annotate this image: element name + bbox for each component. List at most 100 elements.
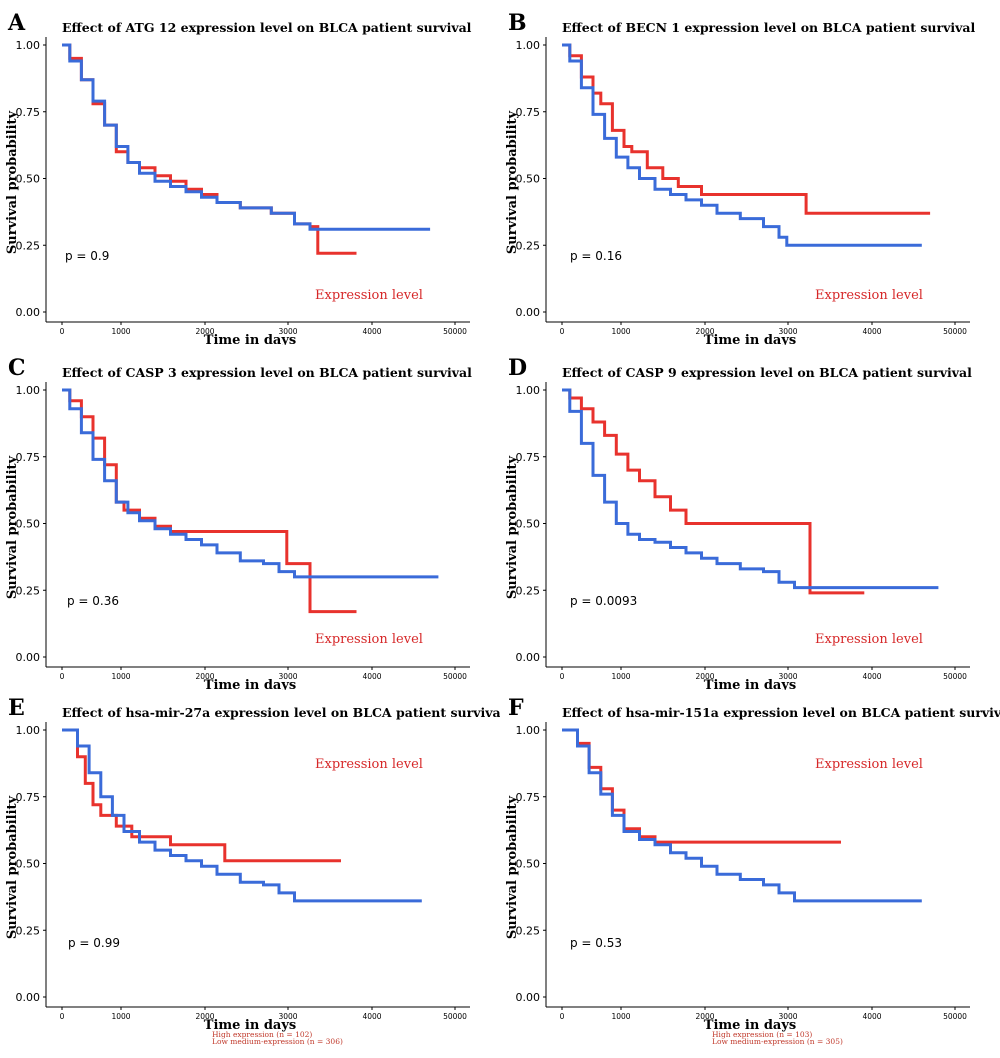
y-tick-label: 0.25 xyxy=(516,924,541,937)
chart-title: Effect of BECN 1 expression level on BLC… xyxy=(562,20,975,35)
series-high-expression xyxy=(62,43,357,255)
x-axis-label: Time in days xyxy=(204,1018,296,1033)
x-axis-label: Time in days xyxy=(704,333,796,345)
legend-title: Expression level xyxy=(815,757,923,772)
x-tick-label: 1000 xyxy=(611,327,630,336)
panel-letter: F xyxy=(508,695,524,721)
x-tick-label: 0 xyxy=(60,327,65,336)
x-axis-label: Time in days xyxy=(704,1018,796,1033)
p-value: p = 0.53 xyxy=(570,936,622,950)
x-tick-label: 0 xyxy=(60,1012,65,1021)
panel-letter: D xyxy=(508,355,527,381)
x-tick-label: 3000 xyxy=(778,327,797,336)
y-tick-label: 0.00 xyxy=(516,306,541,319)
x-tick-label: 1000 xyxy=(611,672,630,681)
y-axis-label: Survival probability xyxy=(505,795,520,939)
x-tick-label: 50000 xyxy=(943,672,967,681)
y-axis-label: Survival probability xyxy=(505,455,520,599)
y-tick-label: 0.75 xyxy=(516,791,541,804)
chart-title: Effect of hsa-mir-151a expression level … xyxy=(562,705,1000,720)
p-value: p = 0.9 xyxy=(65,249,109,263)
p-value: p = 0.0093 xyxy=(570,594,637,608)
y-axis-label: Survival probability xyxy=(5,455,20,599)
x-tick-label: 1000 xyxy=(111,672,130,681)
x-tick-label: 3000 xyxy=(278,327,297,336)
km-panel-f: F Effect of hsa-mir-151a expression level… xyxy=(505,695,1000,1046)
y-tick-label: 0.25 xyxy=(516,584,541,597)
y-tick-label: 0.25 xyxy=(516,239,541,252)
legend-title: Expression level xyxy=(815,288,923,303)
km-panel-c: C Effect of CASP 3 expression level on BL… xyxy=(5,355,472,690)
legend-entry-high: High expression (n = 103) xyxy=(712,1030,812,1039)
x-tick-label: 0 xyxy=(560,327,565,336)
x-tick-label: 2000 xyxy=(195,672,214,681)
x-axis-label: Time in days xyxy=(204,333,296,345)
y-tick-label: 0.75 xyxy=(16,791,41,804)
legend-entry-low: Low medium-expression (n = 305) xyxy=(712,1037,843,1046)
y-tick-label: 1.00 xyxy=(16,39,41,52)
series-low-medium-expression xyxy=(562,728,922,903)
p-value: p = 0.99 xyxy=(68,936,120,950)
y-tick-label: 0.75 xyxy=(516,106,541,119)
x-tick-label: 2000 xyxy=(695,1012,714,1021)
km-panel-e: E Effect of hsa-mir-27a expression level … xyxy=(5,695,500,1046)
legend-title: Expression level xyxy=(315,632,423,647)
y-tick-label: 0.25 xyxy=(16,584,41,597)
series-high-expression xyxy=(562,43,931,215)
km-panel-a: A Effect of ATG 12 expression level on BL… xyxy=(5,10,472,345)
chart-title: Effect of CASP 9 expression level on BLC… xyxy=(562,365,972,380)
panel-letter: E xyxy=(8,695,25,721)
x-tick-label: 1000 xyxy=(611,1012,630,1021)
x-axis-label: Time in days xyxy=(704,678,796,690)
y-tick-label: 0.75 xyxy=(16,451,41,464)
y-axis-label: Survival probability xyxy=(505,110,520,254)
x-tick-label: 50000 xyxy=(443,672,467,681)
x-tick-label: 4000 xyxy=(362,327,381,336)
x-tick-label: 4000 xyxy=(862,327,881,336)
y-tick-label: 0.00 xyxy=(16,651,41,664)
legend-title: Expression level xyxy=(315,288,423,303)
x-tick-label: 50000 xyxy=(443,1012,467,1021)
y-tick-label: 1.00 xyxy=(516,384,541,397)
x-tick-label: 2000 xyxy=(695,327,714,336)
series-low-medium-expression xyxy=(562,43,922,247)
x-tick-label: 4000 xyxy=(362,1012,381,1021)
panel-letter: C xyxy=(8,355,26,381)
series-high-expression xyxy=(562,388,865,595)
x-tick-label: 2000 xyxy=(195,1012,214,1021)
x-tick-label: 3000 xyxy=(778,672,797,681)
km-panel-d: D Effect of CASP 9 expression level on BL… xyxy=(505,355,972,690)
chart-title: Effect of ATG 12 expression level on BLC… xyxy=(62,20,472,35)
x-tick-label: 2000 xyxy=(695,672,714,681)
y-tick-label: 0.00 xyxy=(16,991,41,1004)
x-tick-label: 1000 xyxy=(111,1012,130,1021)
y-axis-label: Survival probability xyxy=(5,110,20,254)
panel-letter: A xyxy=(7,10,26,36)
x-axis-label: Time in days xyxy=(204,678,296,690)
x-tick-label: 1000 xyxy=(111,327,130,336)
x-tick-label: 4000 xyxy=(862,1012,881,1021)
y-tick-label: 1.00 xyxy=(516,724,541,737)
legend-title: Expression level xyxy=(315,757,423,772)
x-tick-label: 50000 xyxy=(943,327,967,336)
series-low-medium-expression xyxy=(62,728,422,903)
legend-title: Expression level xyxy=(815,632,923,647)
series-high-expression xyxy=(562,728,841,844)
x-tick-label: 0 xyxy=(560,672,565,681)
y-tick-label: 0.75 xyxy=(516,451,541,464)
y-tick-label: 1.00 xyxy=(16,384,41,397)
series-high-expression xyxy=(62,728,341,863)
legend-entry-low: Low medium-expression (n = 306) xyxy=(212,1037,343,1046)
x-tick-label: 50000 xyxy=(943,1012,967,1021)
y-tick-label: 0.50 xyxy=(516,173,541,186)
x-tick-label: 3000 xyxy=(278,672,297,681)
x-tick-label: 0 xyxy=(560,1012,565,1021)
y-axis-label: Survival probability xyxy=(5,795,20,939)
y-tick-label: 0.50 xyxy=(16,518,41,531)
y-tick-label: 0.25 xyxy=(16,924,41,937)
legend-entry-high: High expression (n = 102) xyxy=(212,1030,312,1039)
y-tick-label: 0.00 xyxy=(516,651,541,664)
panel-letter: B xyxy=(508,10,527,36)
y-tick-label: 0.00 xyxy=(516,991,541,1004)
